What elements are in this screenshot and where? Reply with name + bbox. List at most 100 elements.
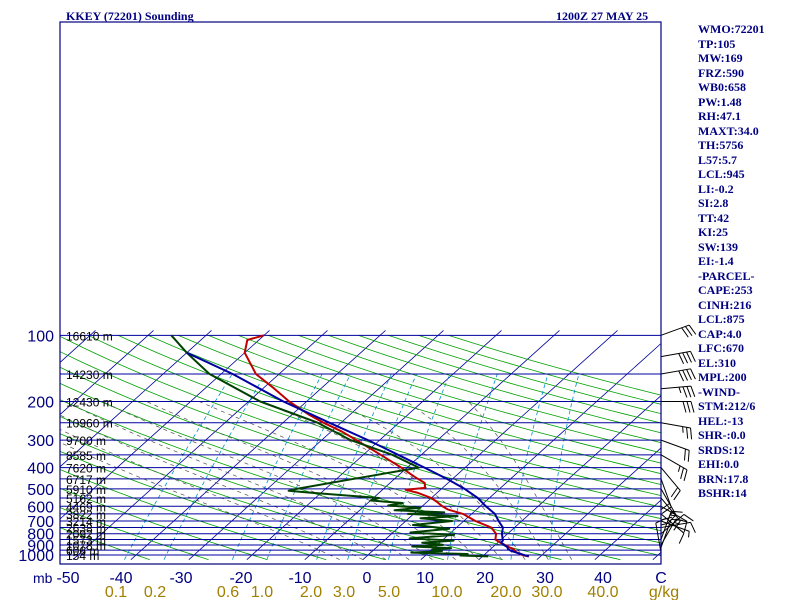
temperature-tick-label: 20 <box>476 570 494 587</box>
index-line: EL:310 <box>698 355 737 370</box>
index-line: EI:-1.4 <box>698 254 734 268</box>
index-line: LCL:945 <box>698 167 745 181</box>
mixing-ratio-label: 0.6 <box>217 584 239 600</box>
index-line: CINH:216 <box>698 297 752 312</box>
height-label: 16610 m <box>66 329 113 343</box>
height-label: 6717 m <box>66 473 106 487</box>
height-label: 154 m <box>66 549 99 563</box>
chart-title: KKEY (72201) Sounding <box>66 9 194 23</box>
height-label: 8585 m <box>66 449 106 463</box>
parcel-line <box>186 351 530 558</box>
index-line: STM:212/6 <box>698 399 756 413</box>
sounding-datetime: 1200Z 27 MAY 25 <box>556 9 648 23</box>
moist-adiabat <box>60 414 387 560</box>
height-label: 12430 m <box>66 395 113 409</box>
dry-adiabat <box>328 334 661 434</box>
wind-barb <box>660 478 672 515</box>
wind-barb <box>660 467 681 501</box>
index-line: MAXT:34.0 <box>698 123 759 138</box>
mixing-ratio-label: 0.1 <box>105 584 127 600</box>
temperature-tick-label: 10 <box>416 570 434 587</box>
mixing-ratio-label: 0.2 <box>144 584 166 600</box>
index-line: TH:5756 <box>698 138 744 152</box>
pressure-tick-label: 900 <box>27 538 54 555</box>
mixing-ratio-label: 5.0 <box>378 584 400 600</box>
height-label: 9700 m <box>66 434 106 448</box>
moist-adiabat <box>60 441 340 561</box>
mixing-ratio-label: 40.0 <box>587 584 618 600</box>
indices-panel: WMO:72201 TP:105 MW:169 FRZ:590 WB0:658 PW:1.… <box>698 22 798 501</box>
pressure-tick-label: 200 <box>27 394 54 411</box>
wind-barb <box>660 368 696 382</box>
pressure-tick-label: 300 <box>27 433 54 450</box>
index-line: RH:47.1 <box>698 109 741 123</box>
index-line: LCL:875 <box>698 312 745 326</box>
temperature-tick-label: -50 <box>56 570 79 587</box>
dry-adiabat <box>60 335 661 532</box>
index-line: MPL:200 <box>698 370 747 384</box>
dry-adiabat <box>60 433 445 561</box>
wind-barb <box>660 439 690 462</box>
pressure-tick-label: 700 <box>27 514 54 531</box>
isotherm <box>60 330 154 416</box>
height-label: 4469 m <box>66 500 106 514</box>
wind-barb <box>660 513 685 544</box>
index-line: PW:1.48 <box>698 94 742 109</box>
temperature-tick-label: -20 <box>229 570 252 587</box>
pressure-tick-label: 1000 <box>18 548 54 565</box>
wind-barb <box>660 521 696 533</box>
pressure-tick-label: 400 <box>27 461 54 478</box>
isobars <box>60 334 661 556</box>
index-line: CAPE:253 <box>698 283 753 297</box>
moist-adiabat <box>146 401 456 560</box>
temperature-tick-label: -10 <box>288 570 311 587</box>
index-line: FRZ:590 <box>698 65 744 80</box>
index-line: L57:5.7 <box>698 152 737 167</box>
index-line: LI:-0.2 <box>698 181 734 196</box>
temperature-tick-label: 30 <box>536 570 554 587</box>
pressure-tick-label: 800 <box>27 527 54 544</box>
dry-adiabat <box>87 334 661 520</box>
moist-adiabat <box>199 401 480 560</box>
index-line: LFC:670 <box>698 341 744 355</box>
dry-adiabat <box>60 507 209 561</box>
moist-adiabat <box>468 401 572 560</box>
dry-adiabat <box>147 334 661 497</box>
wind-barb <box>660 422 693 440</box>
wind-barb <box>660 454 688 482</box>
temperature-tick-label: -40 <box>109 570 132 587</box>
dry-adiabat <box>177 334 661 485</box>
index-line: WMO:72201 <box>698 22 765 36</box>
pressure-tick-label: 500 <box>27 482 54 499</box>
wind-barb <box>660 497 681 531</box>
dry-adiabat <box>60 487 268 561</box>
sounding-profiles <box>170 334 530 558</box>
wind-barb <box>660 350 696 365</box>
height-label: 10960 m <box>66 417 113 431</box>
index-line: BRN:17.8 <box>698 471 749 486</box>
wind-barb <box>660 488 677 524</box>
dry-adiabat <box>60 450 386 561</box>
mixing-ratio-label: 10.0 <box>431 584 462 600</box>
pressure-unit-label: mb <box>33 570 53 586</box>
dry-adiabat <box>117 334 661 508</box>
temperature-tick-label: 40 <box>594 570 612 587</box>
index-line: SI:2.8 <box>698 196 729 210</box>
dry-adiabat <box>267 334 661 454</box>
mixing-ratio-label: 2.0 <box>300 584 322 600</box>
index-line: TP:105 <box>698 36 736 51</box>
height-label: 5910 m <box>66 483 106 497</box>
dry-adiabat <box>60 351 661 544</box>
height-label: 3822 m <box>66 508 106 522</box>
dry-adiabat <box>60 366 661 557</box>
height-label: 606 m <box>66 544 99 558</box>
height-label: 5162 m <box>66 492 106 506</box>
index-line: -WIND- <box>698 384 740 399</box>
height-label: 7620 m <box>66 462 106 476</box>
wind-barb <box>660 385 696 398</box>
index-line: MW:169 <box>698 51 743 65</box>
index-line: -PARCEL- <box>698 268 755 283</box>
temperature-tick-label: -30 <box>169 570 192 587</box>
moist-adiabat <box>333 401 526 560</box>
